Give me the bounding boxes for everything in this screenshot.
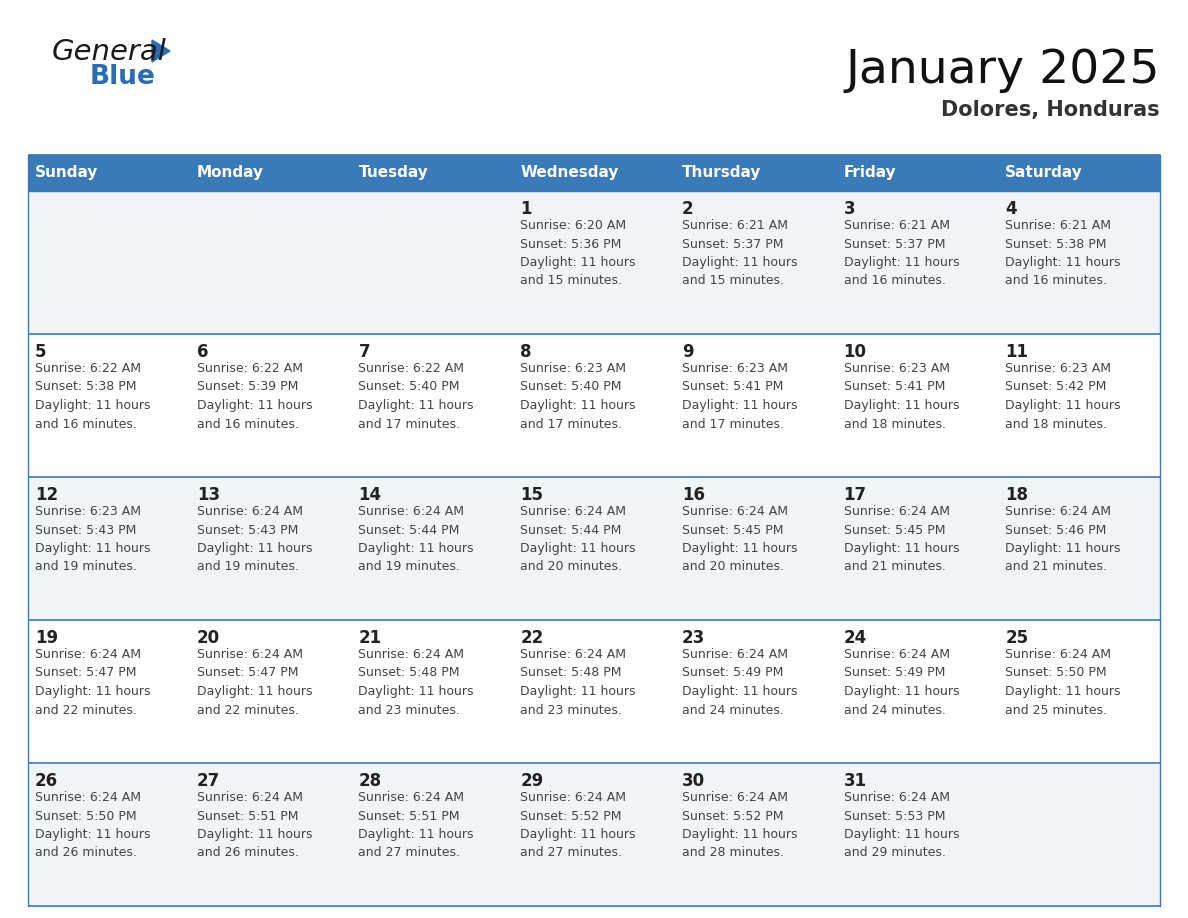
Text: Sunrise: 6:22 AM
Sunset: 5:39 PM
Daylight: 11 hours
and 16 minutes.: Sunrise: 6:22 AM Sunset: 5:39 PM Dayligh…: [197, 362, 312, 431]
Text: Sunrise: 6:21 AM
Sunset: 5:37 PM
Daylight: 11 hours
and 16 minutes.: Sunrise: 6:21 AM Sunset: 5:37 PM Dayligh…: [843, 219, 959, 287]
Text: 31: 31: [843, 772, 867, 790]
Text: 14: 14: [359, 486, 381, 504]
Text: Sunrise: 6:24 AM
Sunset: 5:45 PM
Daylight: 11 hours
and 20 minutes.: Sunrise: 6:24 AM Sunset: 5:45 PM Dayligh…: [682, 505, 797, 574]
Text: Sunrise: 6:24 AM
Sunset: 5:47 PM
Daylight: 11 hours
and 22 minutes.: Sunrise: 6:24 AM Sunset: 5:47 PM Dayligh…: [34, 648, 151, 717]
Text: 30: 30: [682, 772, 704, 790]
Bar: [998, 155, 1159, 191]
Text: 7: 7: [359, 343, 369, 361]
Text: 29: 29: [520, 772, 543, 790]
Text: Sunrise: 6:24 AM
Sunset: 5:47 PM
Daylight: 11 hours
and 22 minutes.: Sunrise: 6:24 AM Sunset: 5:47 PM Dayligh…: [197, 648, 312, 717]
Text: 25: 25: [1005, 629, 1029, 647]
Text: Sunrise: 6:23 AM
Sunset: 5:42 PM
Daylight: 11 hours
and 18 minutes.: Sunrise: 6:23 AM Sunset: 5:42 PM Dayligh…: [1005, 362, 1120, 431]
Text: Sunrise: 6:24 AM
Sunset: 5:50 PM
Daylight: 11 hours
and 26 minutes.: Sunrise: 6:24 AM Sunset: 5:50 PM Dayligh…: [34, 791, 151, 859]
Text: 10: 10: [843, 343, 866, 361]
Text: Sunrise: 6:24 AM
Sunset: 5:44 PM
Daylight: 11 hours
and 20 minutes.: Sunrise: 6:24 AM Sunset: 5:44 PM Dayligh…: [520, 505, 636, 574]
Text: Saturday: Saturday: [1005, 165, 1083, 181]
Bar: [29, 155, 190, 191]
Text: 4: 4: [1005, 200, 1017, 218]
Bar: [29, 191, 1159, 334]
Text: Sunrise: 6:24 AM
Sunset: 5:48 PM
Daylight: 11 hours
and 23 minutes.: Sunrise: 6:24 AM Sunset: 5:48 PM Dayligh…: [520, 648, 636, 717]
Text: 9: 9: [682, 343, 694, 361]
Text: Thursday: Thursday: [682, 165, 762, 181]
Bar: [29, 763, 1159, 906]
Text: Sunrise: 6:23 AM
Sunset: 5:41 PM
Daylight: 11 hours
and 18 minutes.: Sunrise: 6:23 AM Sunset: 5:41 PM Dayligh…: [843, 362, 959, 431]
Text: 12: 12: [34, 486, 58, 504]
Text: 6: 6: [197, 343, 208, 361]
Text: 21: 21: [359, 629, 381, 647]
Text: Sunrise: 6:24 AM
Sunset: 5:53 PM
Daylight: 11 hours
and 29 minutes.: Sunrise: 6:24 AM Sunset: 5:53 PM Dayligh…: [843, 791, 959, 859]
Bar: [29, 334, 1159, 477]
Text: 24: 24: [843, 629, 867, 647]
Text: Blue: Blue: [90, 64, 156, 90]
Text: Sunrise: 6:24 AM
Sunset: 5:43 PM
Daylight: 11 hours
and 19 minutes.: Sunrise: 6:24 AM Sunset: 5:43 PM Dayligh…: [197, 505, 312, 574]
Text: Sunday: Sunday: [34, 165, 99, 181]
Text: General: General: [52, 38, 166, 66]
Text: 1: 1: [520, 200, 532, 218]
Text: 22: 22: [520, 629, 543, 647]
Text: Sunrise: 6:23 AM
Sunset: 5:40 PM
Daylight: 11 hours
and 17 minutes.: Sunrise: 6:23 AM Sunset: 5:40 PM Dayligh…: [520, 362, 636, 431]
Text: 19: 19: [34, 629, 58, 647]
Text: Tuesday: Tuesday: [359, 165, 428, 181]
Text: 28: 28: [359, 772, 381, 790]
Text: 27: 27: [197, 772, 220, 790]
Text: 18: 18: [1005, 486, 1029, 504]
Text: 11: 11: [1005, 343, 1029, 361]
Text: Sunrise: 6:24 AM
Sunset: 5:49 PM
Daylight: 11 hours
and 24 minutes.: Sunrise: 6:24 AM Sunset: 5:49 PM Dayligh…: [843, 648, 959, 717]
Bar: [675, 155, 836, 191]
Text: Sunrise: 6:24 AM
Sunset: 5:44 PM
Daylight: 11 hours
and 19 minutes.: Sunrise: 6:24 AM Sunset: 5:44 PM Dayligh…: [359, 505, 474, 574]
Text: Sunrise: 6:21 AM
Sunset: 5:37 PM
Daylight: 11 hours
and 15 minutes.: Sunrise: 6:21 AM Sunset: 5:37 PM Dayligh…: [682, 219, 797, 287]
Text: 5: 5: [34, 343, 46, 361]
Text: Wednesday: Wednesday: [520, 165, 619, 181]
Text: Sunrise: 6:20 AM
Sunset: 5:36 PM
Daylight: 11 hours
and 15 minutes.: Sunrise: 6:20 AM Sunset: 5:36 PM Dayligh…: [520, 219, 636, 287]
Text: 13: 13: [197, 486, 220, 504]
Text: Sunrise: 6:24 AM
Sunset: 5:49 PM
Daylight: 11 hours
and 24 minutes.: Sunrise: 6:24 AM Sunset: 5:49 PM Dayligh…: [682, 648, 797, 717]
Text: Sunrise: 6:24 AM
Sunset: 5:51 PM
Daylight: 11 hours
and 26 minutes.: Sunrise: 6:24 AM Sunset: 5:51 PM Dayligh…: [197, 791, 312, 859]
Text: Sunrise: 6:22 AM
Sunset: 5:40 PM
Daylight: 11 hours
and 17 minutes.: Sunrise: 6:22 AM Sunset: 5:40 PM Dayligh…: [359, 362, 474, 431]
Text: Friday: Friday: [843, 165, 896, 181]
Text: Sunrise: 6:22 AM
Sunset: 5:38 PM
Daylight: 11 hours
and 16 minutes.: Sunrise: 6:22 AM Sunset: 5:38 PM Dayligh…: [34, 362, 151, 431]
Text: Sunrise: 6:24 AM
Sunset: 5:51 PM
Daylight: 11 hours
and 27 minutes.: Sunrise: 6:24 AM Sunset: 5:51 PM Dayligh…: [359, 791, 474, 859]
Bar: [836, 155, 998, 191]
Text: 26: 26: [34, 772, 58, 790]
Text: Sunrise: 6:24 AM
Sunset: 5:52 PM
Daylight: 11 hours
and 27 minutes.: Sunrise: 6:24 AM Sunset: 5:52 PM Dayligh…: [520, 791, 636, 859]
Text: Sunrise: 6:24 AM
Sunset: 5:48 PM
Daylight: 11 hours
and 23 minutes.: Sunrise: 6:24 AM Sunset: 5:48 PM Dayligh…: [359, 648, 474, 717]
Bar: [190, 155, 352, 191]
Bar: [352, 155, 513, 191]
Text: January 2025: January 2025: [846, 48, 1159, 93]
Text: 20: 20: [197, 629, 220, 647]
Text: 2: 2: [682, 200, 694, 218]
Text: 3: 3: [843, 200, 855, 218]
Text: Sunrise: 6:24 AM
Sunset: 5:46 PM
Daylight: 11 hours
and 21 minutes.: Sunrise: 6:24 AM Sunset: 5:46 PM Dayligh…: [1005, 505, 1120, 574]
Bar: [513, 155, 675, 191]
Text: Sunrise: 6:23 AM
Sunset: 5:43 PM
Daylight: 11 hours
and 19 minutes.: Sunrise: 6:23 AM Sunset: 5:43 PM Dayligh…: [34, 505, 151, 574]
Text: Dolores, Honduras: Dolores, Honduras: [941, 100, 1159, 120]
Bar: [29, 620, 1159, 763]
Polygon shape: [152, 40, 170, 62]
Text: Monday: Monday: [197, 165, 264, 181]
Text: Sunrise: 6:24 AM
Sunset: 5:45 PM
Daylight: 11 hours
and 21 minutes.: Sunrise: 6:24 AM Sunset: 5:45 PM Dayligh…: [843, 505, 959, 574]
Text: Sunrise: 6:21 AM
Sunset: 5:38 PM
Daylight: 11 hours
and 16 minutes.: Sunrise: 6:21 AM Sunset: 5:38 PM Dayligh…: [1005, 219, 1120, 287]
Text: 17: 17: [843, 486, 867, 504]
Text: 15: 15: [520, 486, 543, 504]
Text: Sunrise: 6:24 AM
Sunset: 5:52 PM
Daylight: 11 hours
and 28 minutes.: Sunrise: 6:24 AM Sunset: 5:52 PM Dayligh…: [682, 791, 797, 859]
Text: 16: 16: [682, 486, 704, 504]
Text: Sunrise: 6:23 AM
Sunset: 5:41 PM
Daylight: 11 hours
and 17 minutes.: Sunrise: 6:23 AM Sunset: 5:41 PM Dayligh…: [682, 362, 797, 431]
Text: Sunrise: 6:24 AM
Sunset: 5:50 PM
Daylight: 11 hours
and 25 minutes.: Sunrise: 6:24 AM Sunset: 5:50 PM Dayligh…: [1005, 648, 1120, 717]
Bar: [29, 477, 1159, 620]
Text: 23: 23: [682, 629, 706, 647]
Text: 8: 8: [520, 343, 532, 361]
